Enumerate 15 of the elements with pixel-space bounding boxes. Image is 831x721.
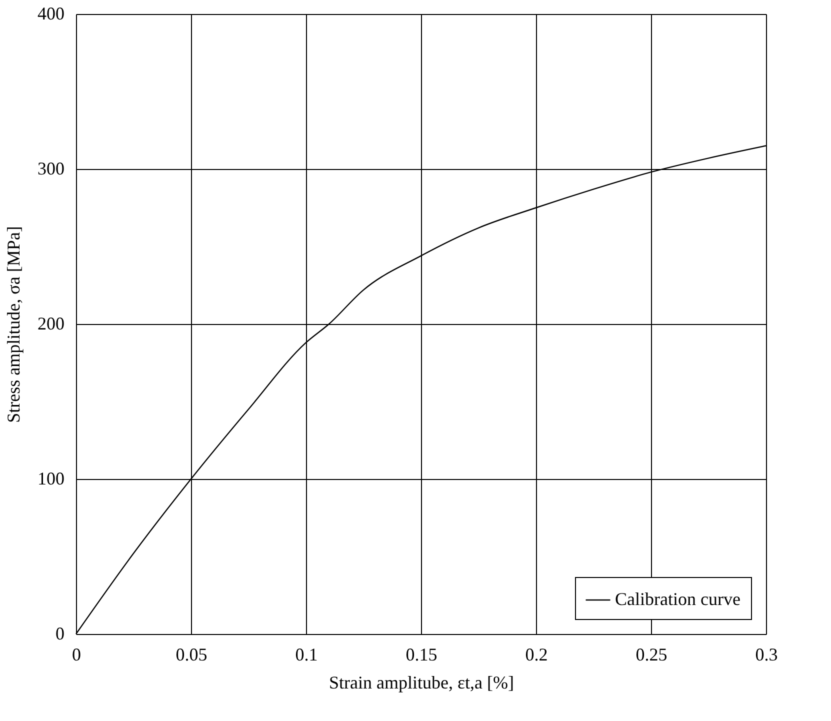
y-tick-label: 300 (38, 158, 64, 178)
x-tick-label: 0.25 (636, 644, 668, 664)
x-tick-label: 0.1 (295, 644, 318, 664)
y-tick-label: 400 (38, 4, 64, 24)
y-tick-label: 100 (38, 468, 64, 488)
y-axis-title: Stress amplitude, σa [MPa] (4, 226, 24, 423)
y-tick-label: 200 (38, 314, 64, 334)
x-axis-title: Strain amplitube, εt,a [%] (328, 672, 514, 692)
x-tick-label: 0 (72, 644, 81, 664)
x-tick-label: 0.3 (755, 644, 778, 664)
x-tick-label: 0.15 (406, 644, 438, 664)
legend-label: Calibration curve (615, 589, 740, 609)
x-tick-label: 0.2 (525, 644, 548, 664)
y-tick-label: 0 (56, 624, 64, 644)
x-tick-label: 0.05 (176, 644, 208, 664)
